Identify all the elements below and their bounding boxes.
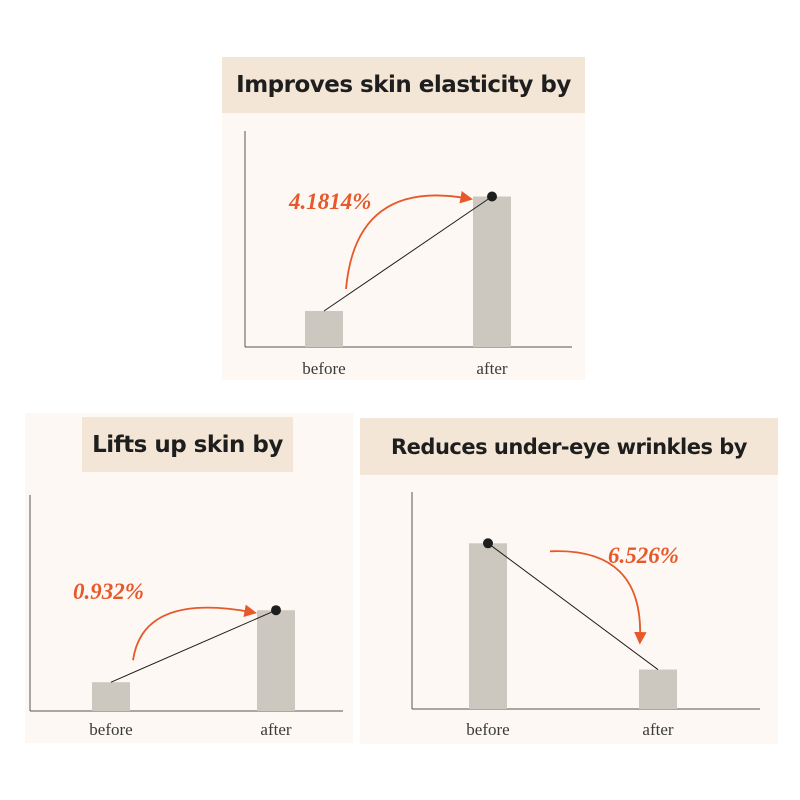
change-arrow [345,190,473,290]
bar-after [257,610,295,711]
chart-title: Improves skin elasticity by [222,57,585,113]
change-arrow [549,550,647,645]
percentage-label: 0.932% [73,579,144,604]
chart-panel-lift: Lifts up skin by before after 0.932% [25,413,353,743]
chart-panel-wrinkles: Reduces under-eye wrinkles by before afte… [360,418,778,744]
chart-title: Reduces under-eye wrinkles by [360,418,778,475]
tick-label-after: after [260,720,291,739]
data-point [271,605,281,616]
trend-line [110,609,277,683]
tick-label-before: before [302,359,345,378]
bar-after [473,196,511,347]
data-point [483,538,493,549]
chart-title: Lifts up skin by [82,417,293,472]
change-arrow [132,604,257,661]
data-point [487,191,497,202]
bar-before [92,682,130,711]
trend-line [323,196,493,312]
tick-label-before: before [89,720,132,739]
bar-before [469,543,507,709]
tick-label-after: after [642,720,673,739]
percentage-label: 4.1814% [288,189,371,214]
trend-line [487,542,659,670]
percentage-label: 6.526% [608,543,679,568]
bar-before [305,311,343,347]
chart-lift: before after 0.932% [29,495,343,739]
tick-label-before: before [466,720,509,739]
chart-panel-elasticity: Improves skin elasticity by before after 4… [222,57,585,380]
tick-label-after: after [476,359,507,378]
chart-elasticity: before after 4.1814% [244,131,572,378]
bar-after [639,669,677,709]
chart-wrinkles: before after 6.526% [411,492,760,739]
